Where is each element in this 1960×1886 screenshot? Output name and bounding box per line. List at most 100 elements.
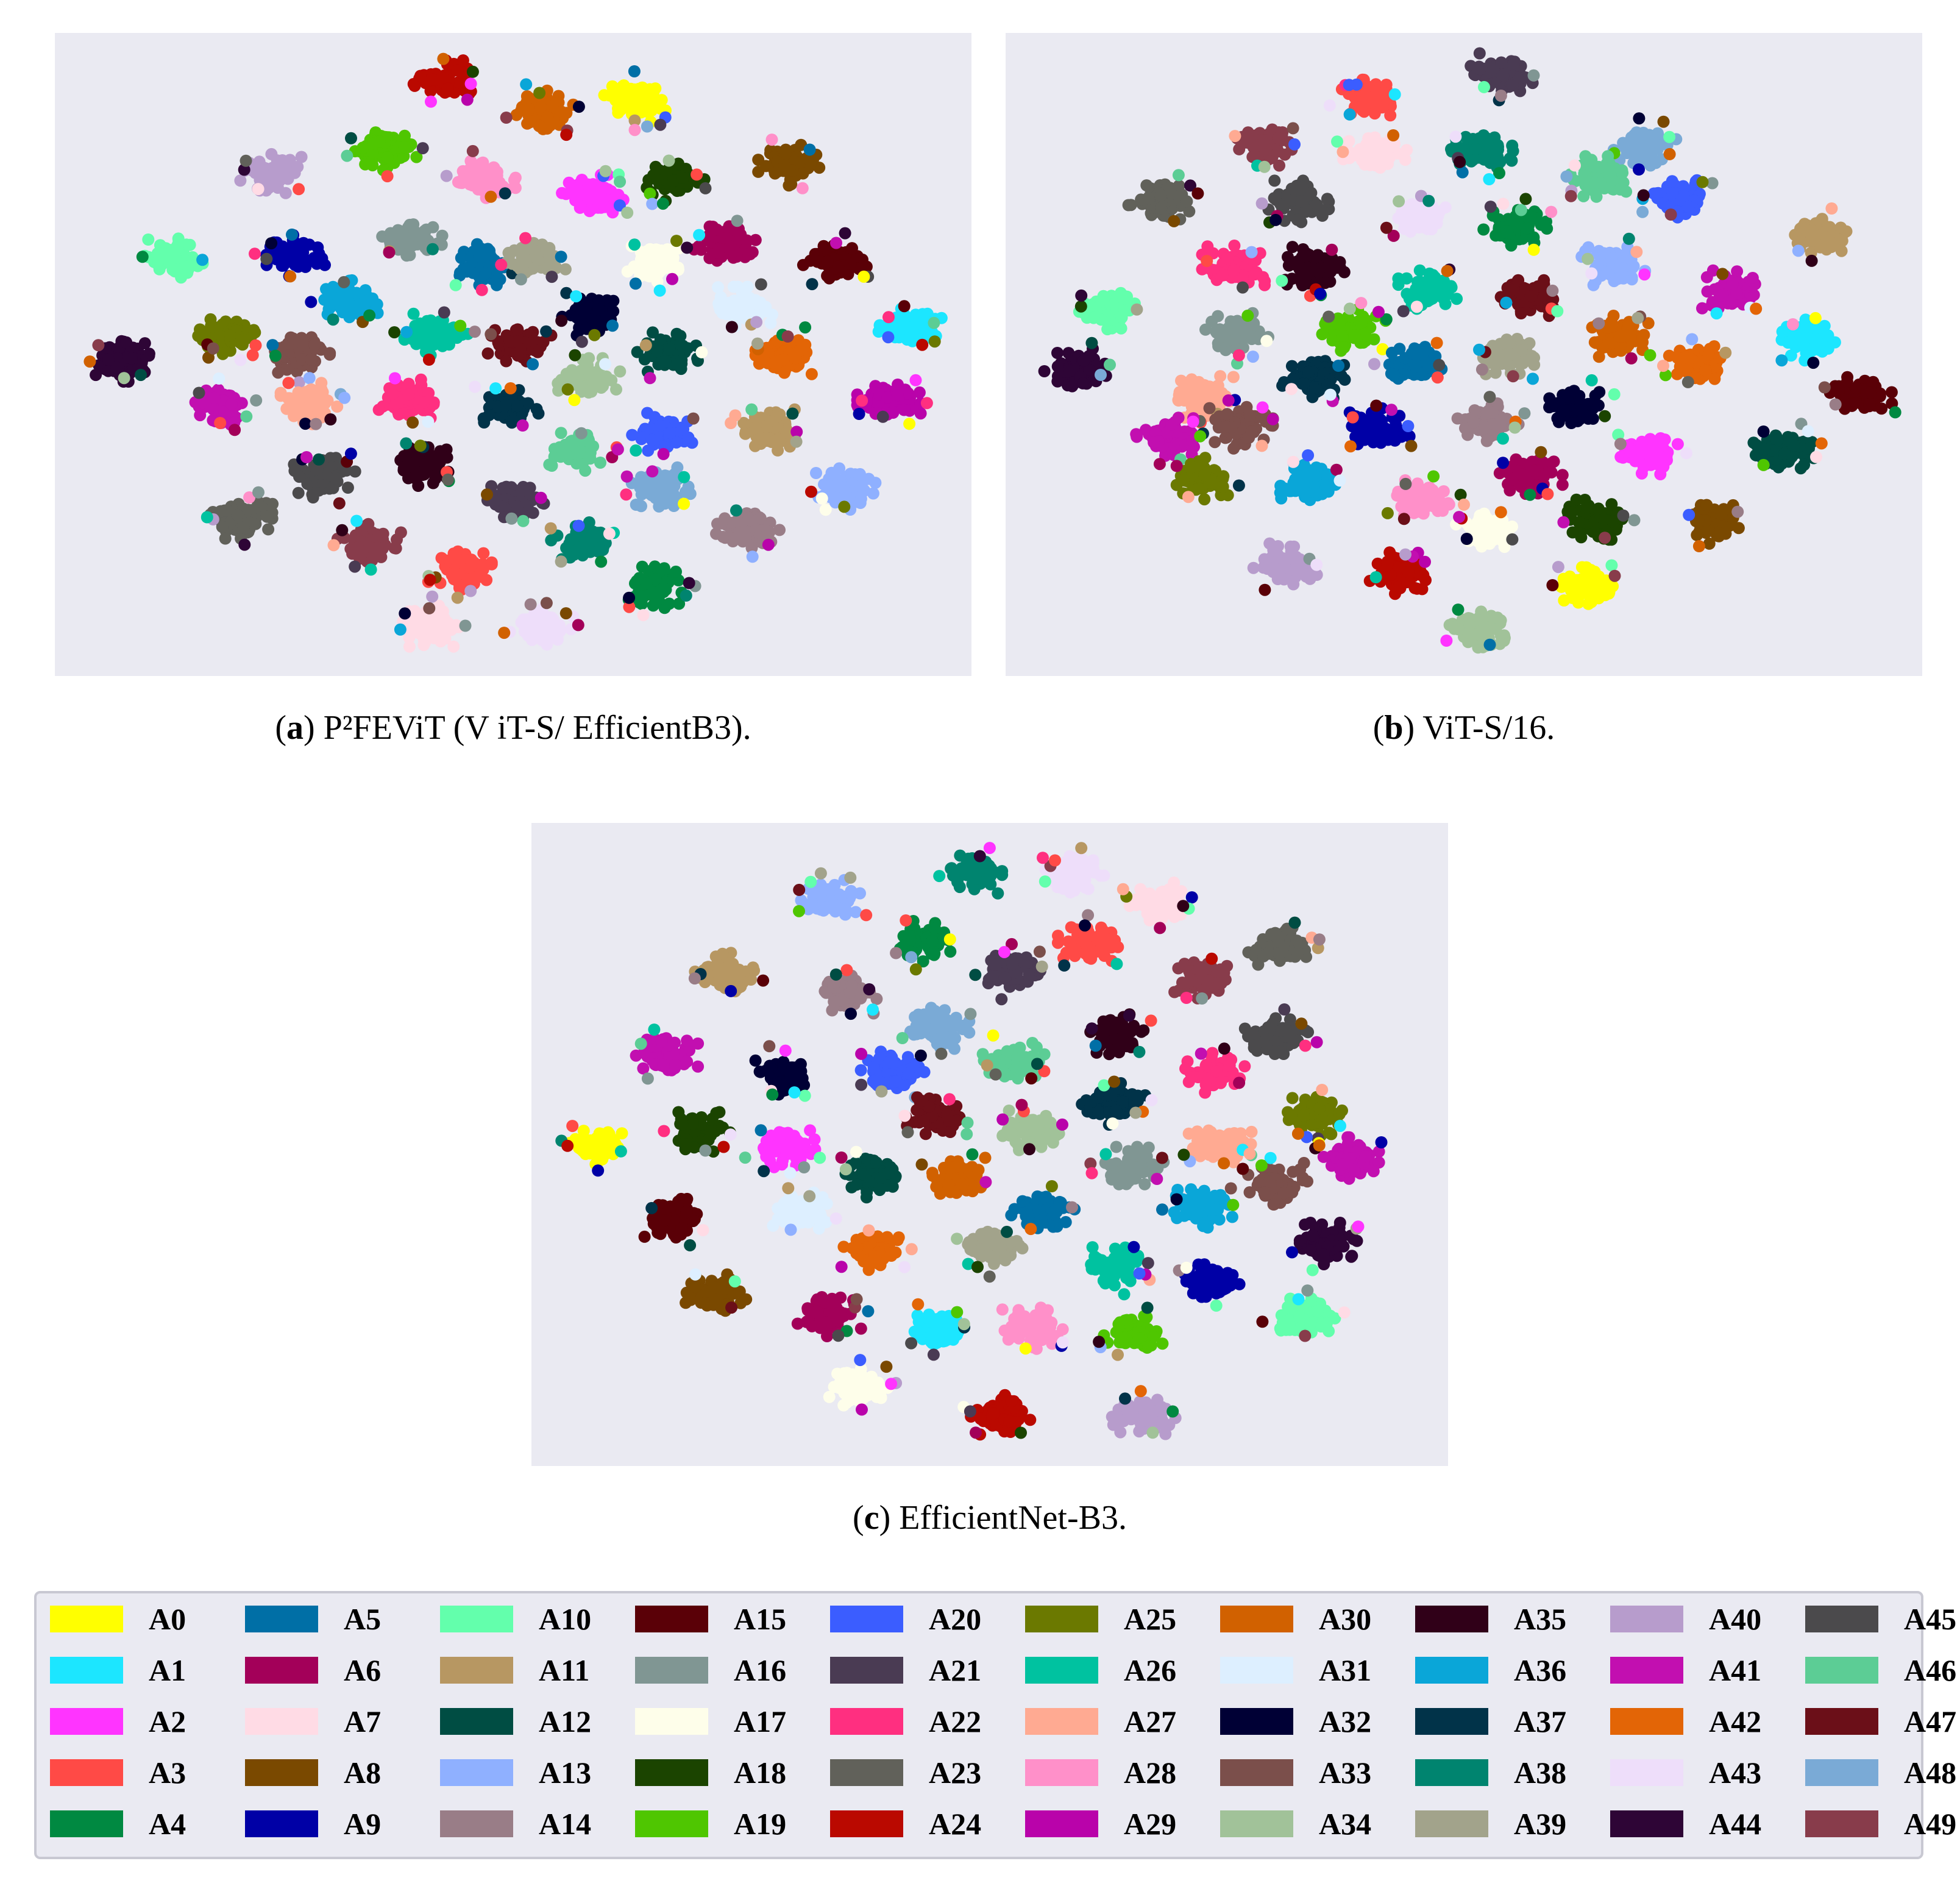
point-a17 xyxy=(815,492,828,505)
point-a12 xyxy=(345,132,357,144)
cluster-a38 xyxy=(1445,129,1519,185)
point-a0 xyxy=(612,106,625,119)
cluster-a16 xyxy=(376,218,449,262)
point-a48 xyxy=(647,477,660,489)
cluster-a3 xyxy=(1323,73,1401,122)
point-a20 xyxy=(1343,79,1355,91)
point-a44 xyxy=(238,538,251,551)
point-a15 xyxy=(898,300,911,313)
point-a25 xyxy=(533,87,546,99)
point-a15 xyxy=(846,242,858,255)
point-a1 xyxy=(570,290,583,303)
point-a26 xyxy=(438,324,451,337)
point-a33 xyxy=(297,339,310,352)
cluster-a49 xyxy=(327,514,407,576)
point-a37 xyxy=(806,278,818,291)
point-a46 xyxy=(1614,183,1627,196)
point-a5 xyxy=(606,319,619,332)
point-a38 xyxy=(680,589,692,602)
point-a49 xyxy=(394,526,407,539)
point-a6 xyxy=(723,243,736,255)
point-a0 xyxy=(678,497,691,510)
point-a28 xyxy=(628,124,641,137)
cluster-a38 xyxy=(544,516,620,568)
point-a5 xyxy=(1456,166,1469,179)
point-a4 xyxy=(652,586,664,599)
cluster-a5 xyxy=(449,238,521,296)
point-a23 xyxy=(231,508,244,521)
point-a21 xyxy=(511,500,524,513)
point-a25 xyxy=(237,333,250,346)
point-a25 xyxy=(211,321,224,334)
point-a2 xyxy=(582,179,595,191)
point-a9 xyxy=(287,251,300,263)
point-a43 xyxy=(544,621,557,633)
point-a28 xyxy=(765,133,778,146)
point-a34 xyxy=(585,385,598,398)
point-a7 xyxy=(637,609,650,622)
point-a40 xyxy=(262,182,275,194)
point-a12 xyxy=(663,343,676,355)
point-a14 xyxy=(715,517,728,530)
cluster-a2 xyxy=(556,165,634,219)
point-a30 xyxy=(498,627,511,639)
point-a27 xyxy=(327,539,340,552)
point-a4 xyxy=(635,591,648,603)
point-a7 xyxy=(252,183,265,196)
point-a15 xyxy=(821,269,834,282)
point-a49 xyxy=(1240,136,1253,149)
point-a24 xyxy=(427,73,439,86)
point-a11 xyxy=(544,522,557,535)
point-a2 xyxy=(573,201,586,214)
point-a22 xyxy=(856,394,868,407)
point-a0 xyxy=(903,418,916,430)
point-a21 xyxy=(575,335,588,348)
point-a41 xyxy=(620,470,633,483)
point-a33 xyxy=(296,353,308,366)
point-a8 xyxy=(779,148,792,160)
point-a26 xyxy=(407,307,420,320)
point-a42 xyxy=(805,368,818,380)
point-a16 xyxy=(575,427,588,439)
point-a27 xyxy=(729,409,742,422)
point-a27 xyxy=(315,383,328,396)
point-a47 xyxy=(511,323,524,336)
point-a4 xyxy=(799,321,812,334)
point-a6 xyxy=(383,246,396,259)
point-a13 xyxy=(338,391,351,404)
cluster-a39 xyxy=(495,232,572,286)
point-a17 xyxy=(645,259,658,272)
point-a8 xyxy=(559,607,572,620)
point-a20 xyxy=(1288,138,1301,151)
scatter-panel-a xyxy=(55,33,971,676)
cluster-a27 xyxy=(274,377,351,430)
point-a48 xyxy=(1560,170,1573,183)
cluster-a7 xyxy=(1331,129,1413,174)
point-a28 xyxy=(508,174,520,187)
point-a18 xyxy=(651,174,664,187)
point-a40 xyxy=(440,169,453,182)
point-a34 xyxy=(610,383,622,396)
point-a30 xyxy=(437,52,450,65)
point-a3 xyxy=(1358,102,1371,115)
point-a21 xyxy=(1507,59,1519,71)
point-a36 xyxy=(318,293,331,306)
point-a37 xyxy=(499,399,512,411)
point-a28 xyxy=(452,176,464,188)
point-a21 xyxy=(1495,56,1508,69)
point-a32 xyxy=(578,306,591,319)
point-a10 xyxy=(171,241,184,254)
cluster-a29 xyxy=(851,374,933,430)
point-a14 xyxy=(763,525,776,538)
point-a7 xyxy=(1364,158,1377,171)
point-a3 xyxy=(435,552,448,564)
point-a23 xyxy=(262,523,275,536)
point-a1 xyxy=(893,331,906,344)
point-a22 xyxy=(386,388,399,400)
point-a48 xyxy=(635,500,647,513)
point-a3 xyxy=(485,556,498,569)
point-a49 xyxy=(500,112,513,124)
point-a3 xyxy=(282,377,295,390)
scatter-panel-b xyxy=(1006,33,1922,676)
point-a12 xyxy=(786,407,799,420)
